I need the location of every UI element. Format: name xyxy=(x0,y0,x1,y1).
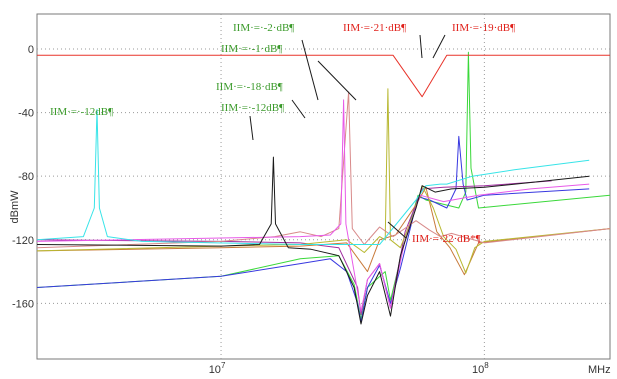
series-black xyxy=(36,156,590,325)
annotation-label: IIM·=·19·dB¶ xyxy=(452,22,515,34)
y-tick-label: -160 xyxy=(12,298,34,310)
annotation-leader xyxy=(291,99,306,119)
y-tick-label: -80 xyxy=(18,171,34,183)
series-cyan xyxy=(36,108,590,245)
series-magenta xyxy=(36,99,590,312)
x-axis-label: MHz xyxy=(588,364,611,376)
series-olive xyxy=(36,88,611,274)
annotation-label: IIM·=·-18·dB¶ xyxy=(216,81,283,93)
y-tick-label: -40 xyxy=(18,108,34,120)
annotation-label: IIM·=·21·dB¶ xyxy=(343,22,406,34)
annotation-leader xyxy=(387,221,407,239)
y-tick-label: -120 xyxy=(12,235,34,247)
annotation-leader xyxy=(249,115,254,141)
annotation-leader xyxy=(301,39,319,101)
annotation-label: IIM·=·-12dB¶ xyxy=(50,106,113,118)
plot-area-frame xyxy=(36,13,611,360)
y-axis-label: dBmW xyxy=(9,190,21,224)
series-brown xyxy=(36,186,611,276)
annotation-label: IIM·=·22·dB*¶ xyxy=(412,233,481,245)
x-tick-label: 107 xyxy=(209,361,226,376)
series-red xyxy=(37,54,610,98)
annotation-label: IIM·=·-1·dB¶ xyxy=(221,43,282,55)
y-tick-label: 0 xyxy=(28,44,34,56)
annotation-leader xyxy=(432,34,446,59)
annotation-leader xyxy=(419,34,423,59)
x-tick-label: 108 xyxy=(472,361,489,376)
annotation-label: IIM·=·-2·dB¶ xyxy=(233,22,294,34)
annotation-leader xyxy=(317,60,357,101)
annotation-label: IIM·=·-12dB¶ xyxy=(221,102,284,114)
